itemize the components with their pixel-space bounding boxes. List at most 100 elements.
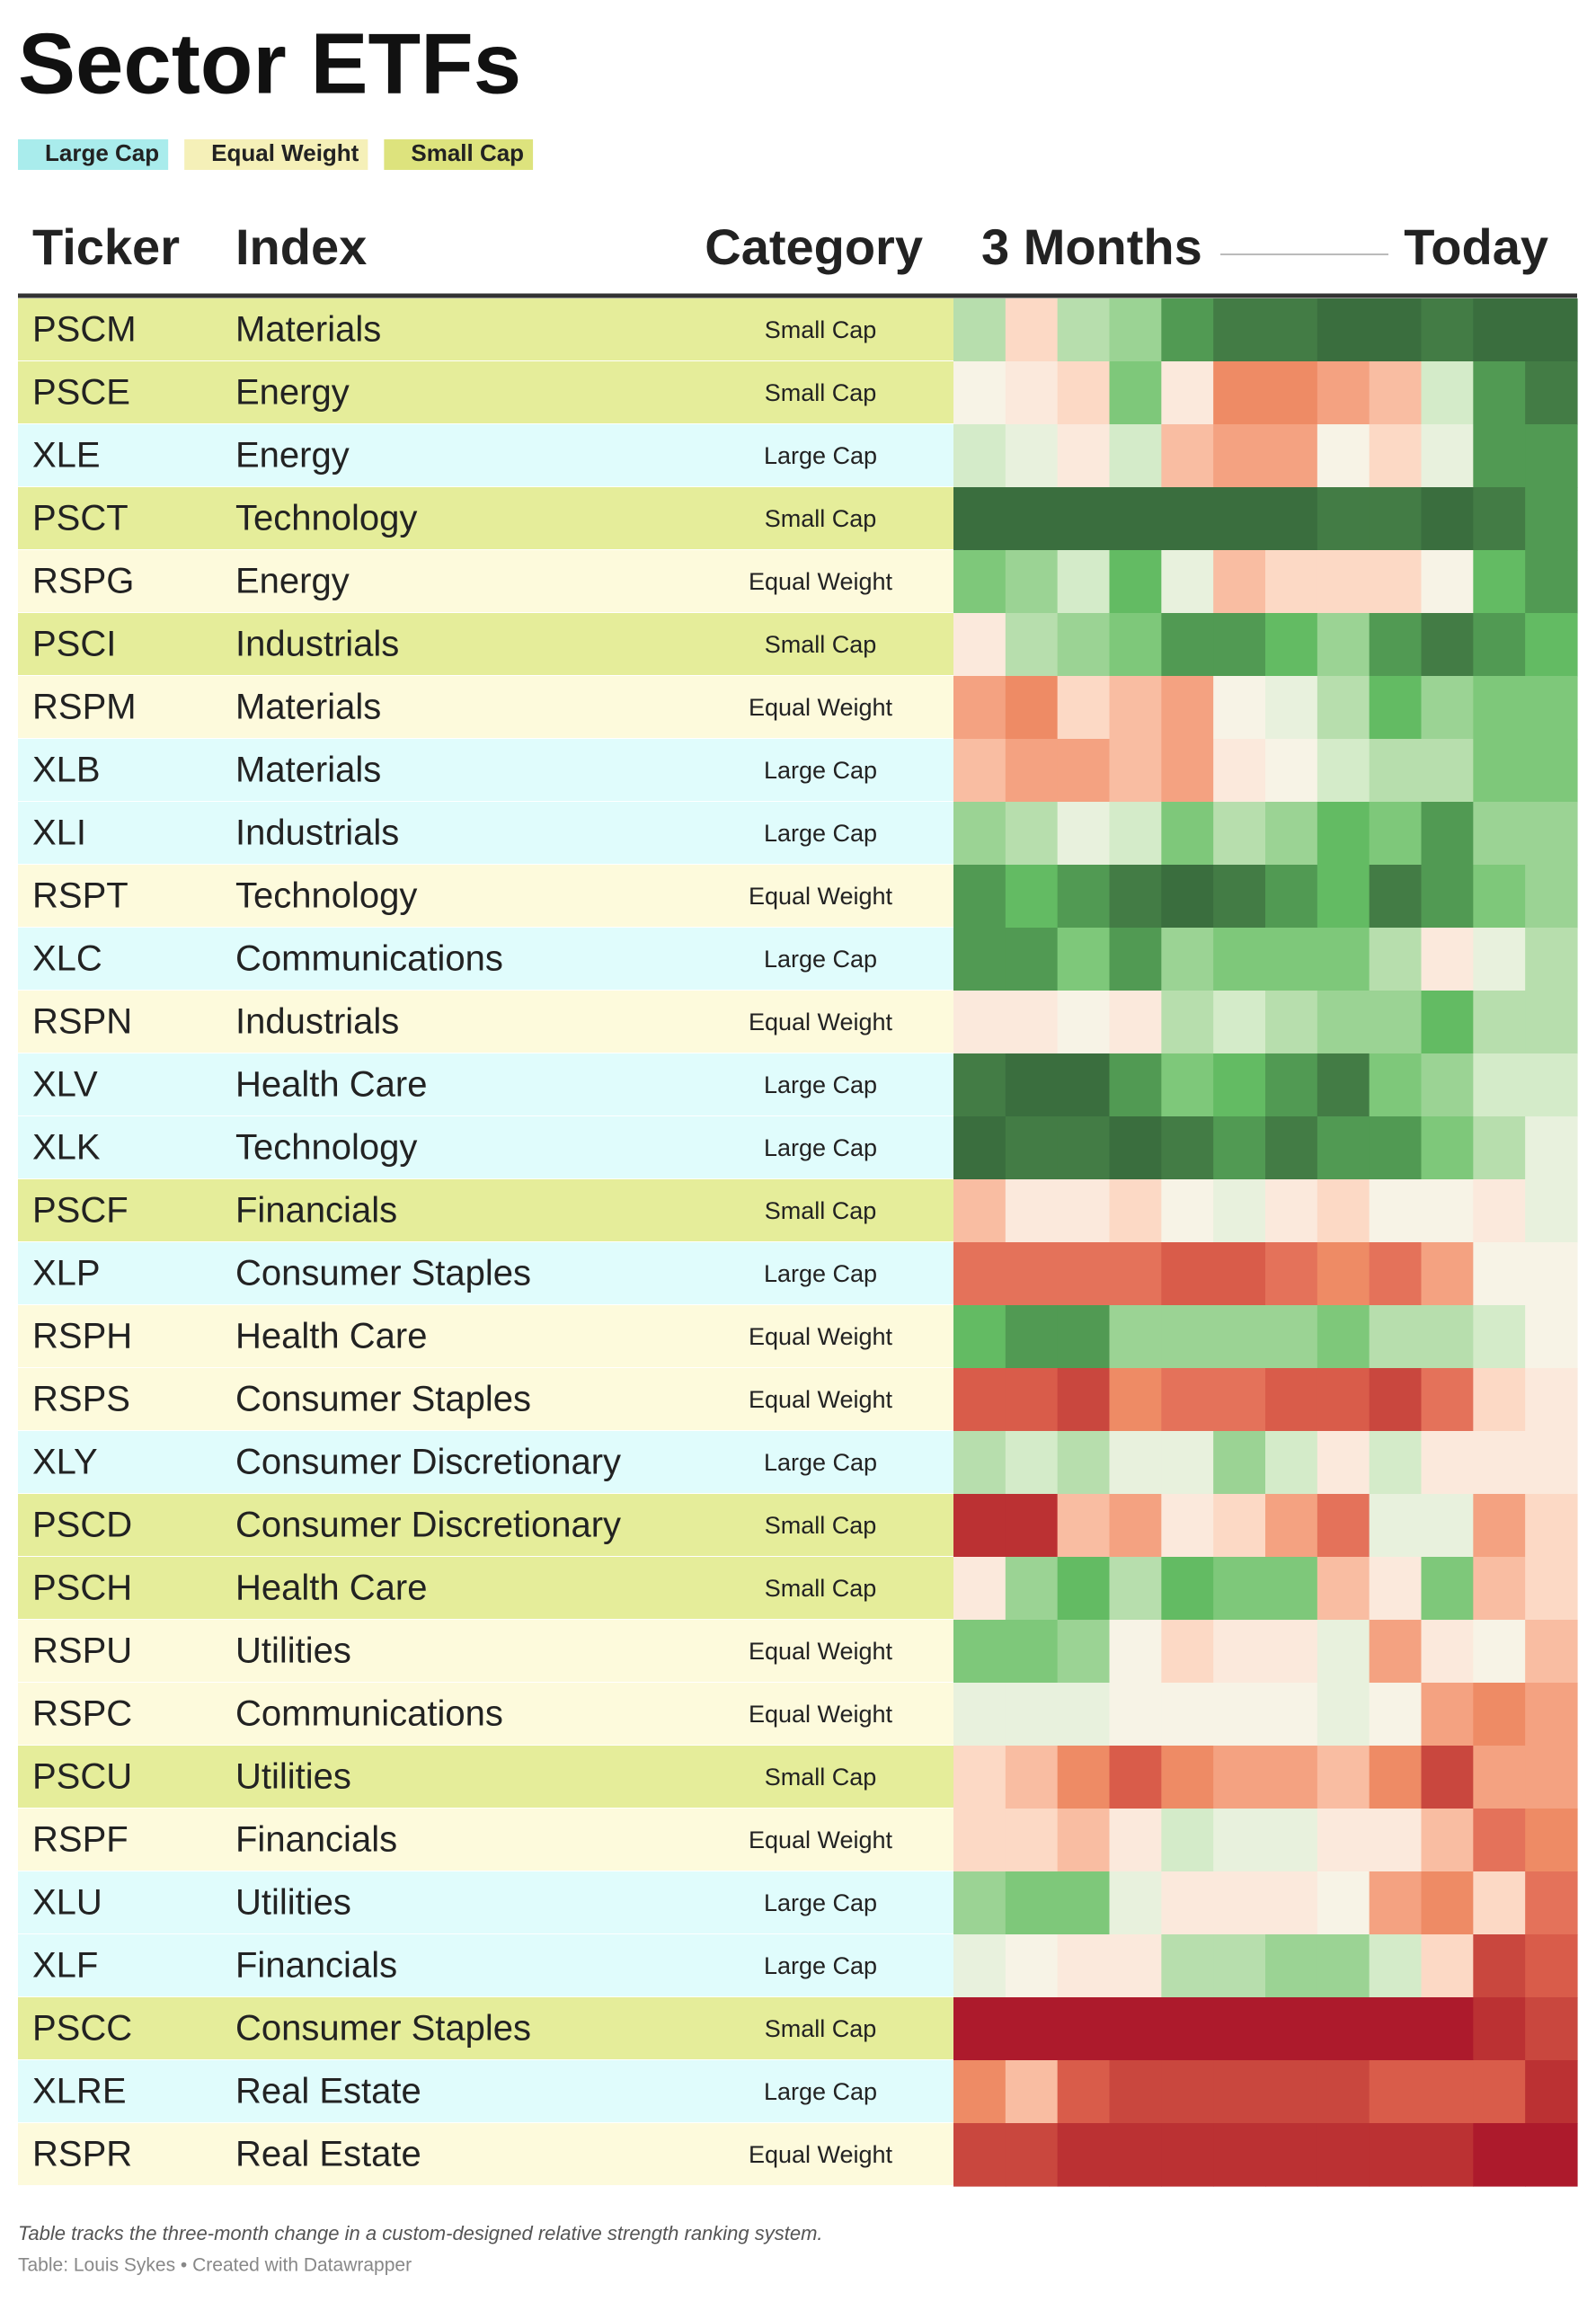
heat-cell (1369, 1305, 1423, 1369)
index: Industrials (235, 813, 399, 853)
index: Consumer Staples (235, 2009, 531, 2049)
heat-cell (1213, 1809, 1266, 1872)
index: Energy (235, 436, 350, 476)
heat-cell (1421, 1242, 1474, 1306)
row-background (18, 1368, 953, 1431)
category: Small Cap (765, 2015, 877, 2042)
heat-cell (1005, 1116, 1059, 1180)
heat-cell (1525, 2123, 1578, 2187)
category: Small Cap (765, 316, 877, 343)
heat-cell (1161, 676, 1214, 740)
heat-cell (1525, 1116, 1578, 1180)
index: Technology (235, 1128, 417, 1168)
heat-cell (953, 1997, 1006, 2061)
heat-cell (1213, 991, 1266, 1054)
heat-cell (1057, 865, 1111, 929)
heat-cell (1057, 1997, 1111, 2061)
heat-cell (1473, 1746, 1526, 1809)
heat-cell (1213, 1305, 1266, 1369)
header-index: Index (235, 218, 367, 275)
heat-cell (1161, 1116, 1214, 1180)
heat-cell (1213, 424, 1266, 488)
heat-cell (1265, 676, 1318, 740)
heat-cell (1265, 928, 1318, 991)
heat-cell (1473, 2060, 1526, 2124)
heat-cell (953, 1368, 1006, 1432)
heat-cell (1213, 1620, 1266, 1684)
row-background (18, 1620, 953, 1683)
row-background (18, 1431, 953, 1494)
heat-cell (1473, 424, 1526, 488)
category: Equal Weight (749, 1701, 893, 1728)
index: Consumer Discretionary (235, 1506, 621, 1545)
heat-cell (1421, 1934, 1474, 1998)
heat-cell (1161, 1242, 1214, 1306)
row-background (18, 676, 953, 739)
heat-cell (1005, 1242, 1059, 1306)
category: Large Cap (764, 757, 877, 784)
category: Equal Weight (749, 1009, 893, 1035)
heat-cell (1473, 1620, 1526, 1684)
heat-cell (1317, 1809, 1370, 1872)
heat-cell (1317, 1494, 1370, 1558)
heat-cell (1317, 991, 1370, 1054)
ticker: RSPT (32, 876, 129, 916)
heat-cell (1109, 1934, 1162, 1998)
ticker: XLB (32, 751, 101, 790)
ticker: PSCD (32, 1506, 132, 1545)
ticker: PSCF (32, 1191, 129, 1231)
ticker: PSCU (32, 1757, 132, 1797)
heat-cell (1161, 1871, 1214, 1935)
heat-cell (1369, 1934, 1423, 1998)
heat-cell (1317, 1871, 1370, 1935)
heat-cell (1057, 1116, 1111, 1180)
heat-cell (1369, 1997, 1423, 2061)
ticker: XLK (32, 1128, 101, 1168)
ticker: PSCT (32, 499, 129, 538)
heat-cell (1005, 1431, 1059, 1495)
row-background (18, 1871, 953, 1934)
heat-cell (1213, 487, 1266, 551)
heat-cell (1057, 1683, 1111, 1746)
heat-cell (1057, 2123, 1111, 2187)
heat-cell (1005, 802, 1059, 866)
heat-cell (1057, 1746, 1111, 1809)
heat-cell (1369, 1620, 1423, 1684)
index: Materials (235, 310, 381, 350)
heat-cell (1005, 865, 1059, 929)
heat-cell (1005, 1809, 1059, 1872)
heat-cell (1005, 1934, 1059, 1998)
ticker: PSCH (32, 1569, 132, 1608)
heat-cell (1213, 1368, 1266, 1432)
heat-cell (1005, 928, 1059, 991)
heat-cell (1161, 1179, 1214, 1243)
category: Small Cap (765, 505, 877, 532)
heat-cell (1369, 1179, 1423, 1243)
heat-cell (953, 613, 1006, 677)
heat-cell (1057, 487, 1111, 551)
heat-cell (1525, 928, 1578, 991)
heat-cell (1161, 991, 1214, 1054)
heat-cell (1161, 802, 1214, 866)
heat-cell (1525, 1431, 1578, 1495)
heat-cell (953, 1116, 1006, 1180)
heat-cell (1005, 739, 1059, 803)
heat-cell (1473, 1809, 1526, 1872)
heat-cell (1109, 1871, 1162, 1935)
heat-cell (1317, 1620, 1370, 1684)
heat-cell (1109, 739, 1162, 803)
legend-label: Equal Weight (211, 139, 359, 166)
row-background (18, 1746, 953, 1809)
credit: Table: Louis Sykes • Created with Datawr… (18, 2255, 412, 2276)
heat-cell (1265, 991, 1318, 1054)
header-start: 3 Months (981, 218, 1202, 275)
heat-cell (1005, 1871, 1059, 1935)
heat-cell (1473, 865, 1526, 929)
heat-cell (1317, 487, 1370, 551)
heat-cell (1421, 802, 1474, 866)
heat-cell (1317, 1431, 1370, 1495)
heat-cell (1265, 361, 1318, 425)
heat-cell (1161, 1934, 1214, 1998)
index: Industrials (235, 1002, 399, 1042)
index: Financials (235, 1191, 397, 1231)
